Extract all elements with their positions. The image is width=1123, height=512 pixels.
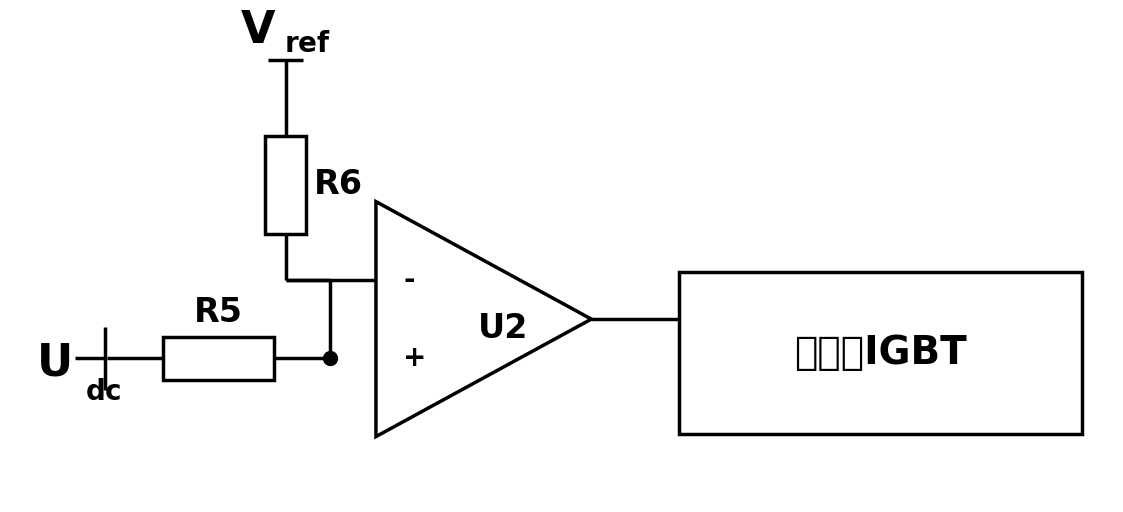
Bar: [164, 337, 274, 380]
Text: 待保护IGBT: 待保护IGBT: [794, 334, 967, 372]
Text: $\mathbf{ref}$: $\mathbf{ref}$: [284, 30, 330, 58]
Text: R6: R6: [314, 168, 363, 201]
Text: $\mathbf{dc}$: $\mathbf{dc}$: [85, 378, 121, 406]
Text: $\mathbf{U}$: $\mathbf{U}$: [36, 342, 71, 385]
Text: +: +: [403, 344, 427, 372]
Text: $\mathbf{V}$: $\mathbf{V}$: [240, 9, 276, 52]
Bar: [265, 136, 307, 234]
Text: -: -: [403, 266, 414, 294]
Text: R5: R5: [194, 296, 244, 329]
Bar: [679, 272, 1081, 434]
Text: U2: U2: [478, 312, 529, 346]
